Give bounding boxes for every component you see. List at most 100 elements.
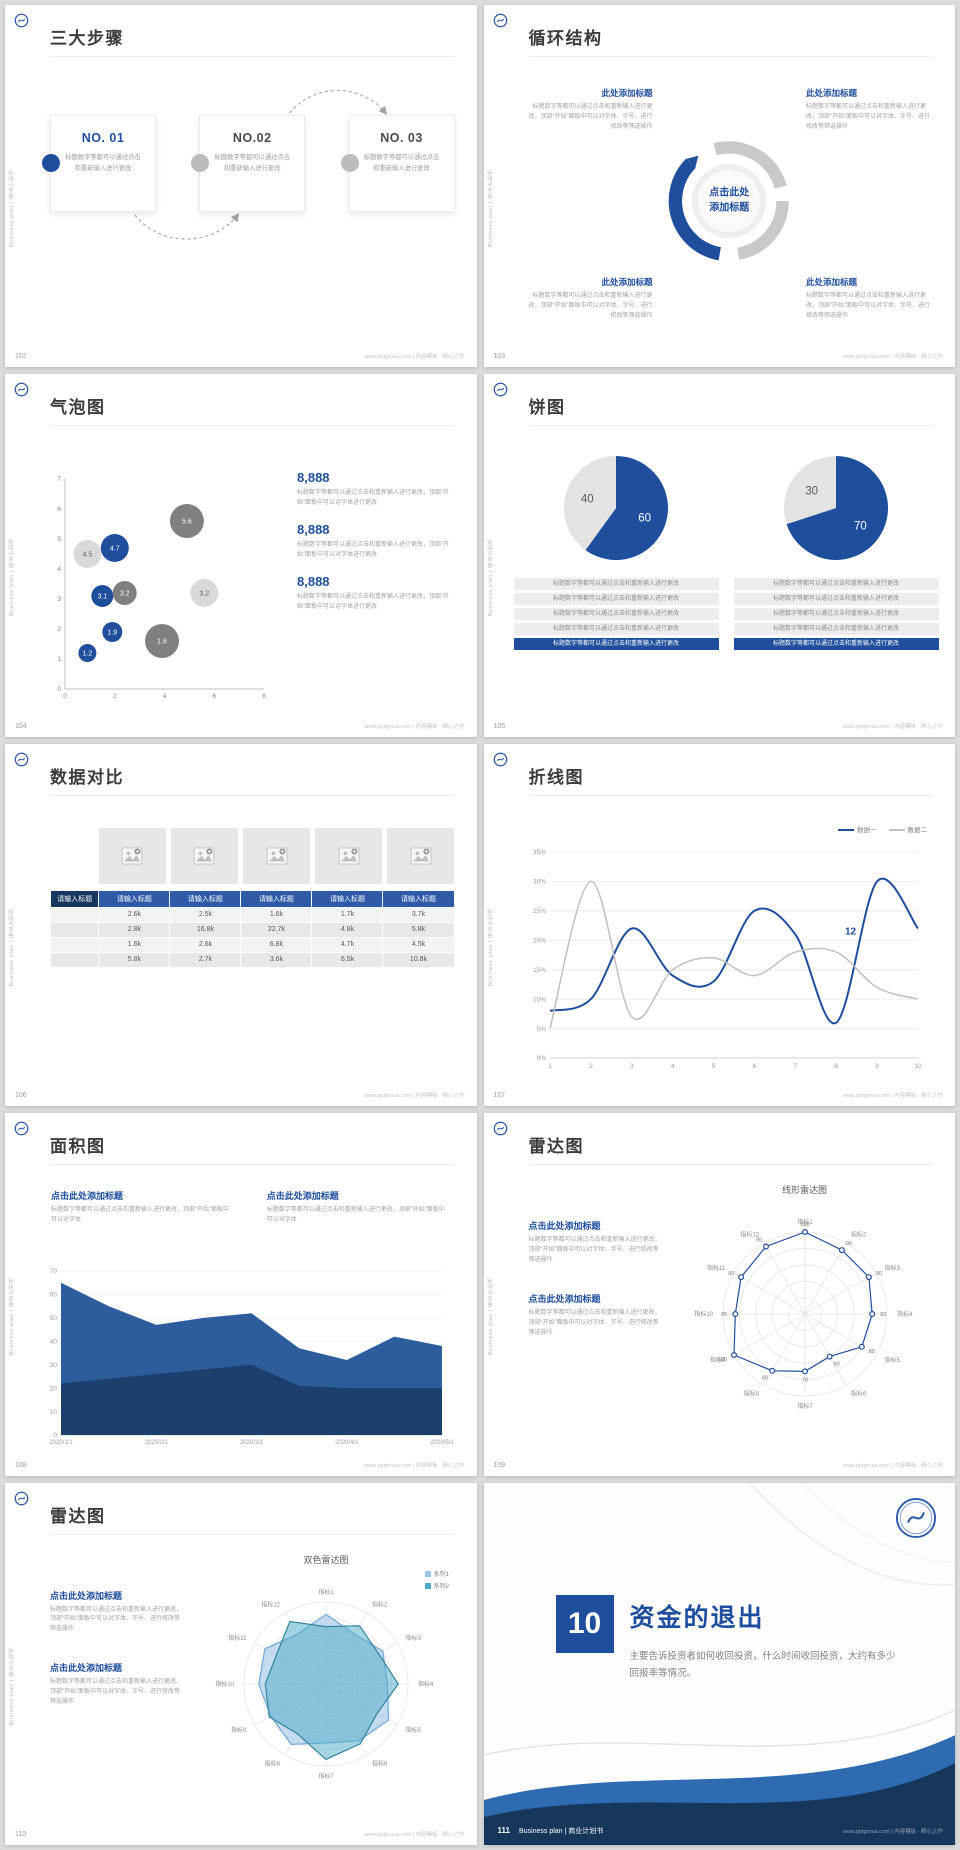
svg-text:3.2: 3.2: [199, 591, 209, 598]
block-heading: 点击此处添加标题: [528, 1221, 601, 1232]
slide-title: 三大步骤: [50, 29, 124, 48]
svg-text:5%: 5%: [536, 1026, 546, 1033]
svg-text:3.1: 3.1: [97, 594, 107, 601]
step-body: 标题数字等都可以通过点击和重新输入进行更改: [214, 154, 291, 173]
page-number: 109: [493, 1461, 506, 1469]
brand-logo-icon: [493, 382, 508, 397]
cycle-ring-icon: [668, 141, 790, 261]
block-heading: 点击此处添加标题: [266, 1191, 339, 1202]
image-placeholder: [242, 827, 311, 884]
page-number: 111: [497, 1825, 510, 1835]
title-divider: [50, 425, 455, 427]
block-body: 标题数字等都可以通过点击和重新输入进行更改，顶部“开始”面板中可以对字体: [51, 1207, 229, 1224]
svg-text:60: 60: [638, 513, 651, 525]
image-plus-icon: [193, 847, 215, 865]
block-body: 标题数字等都可以通过点击和重新输入进行更改，顶部“开始”面板中可以对字体、字号、…: [528, 1237, 661, 1263]
slide-title: 循环结构: [528, 29, 603, 48]
slide-107: Business plan | 商业计划书 折线图 数据一 数据二 0% 5% 10…: [483, 743, 955, 1107]
section-description: 主要告诉投资者如何收回投资，什么时间收回投资，大约有多少回报率等情况。: [629, 1650, 896, 1679]
slide-title: 饼图: [528, 398, 566, 418]
slide-105: Business plan | 商业计划书 饼图 60 40 标题数字等都可以通过…: [483, 374, 955, 737]
table-cell: [49, 906, 100, 923]
svg-text:2: 2: [589, 1063, 593, 1070]
cycle-item: 此处添加标题 标题数字等都可以通过点击和重新输入进行更改，顶部“开始”面板中可以…: [806, 276, 930, 322]
step-body: 标题数字等都可以通过点击和重新输入进行更改: [65, 154, 141, 173]
radar-chart: 指标1 指标2 指标3 指标4 指标5 指标6 指标7 指标8 指标9 指标10 指标11 指标12 1…: [694, 1218, 913, 1410]
footer-site: www.pptgroua.com | 内容模板 · 精心之作: [364, 1831, 465, 1838]
slide-111: 10 资金的退出 主要告诉投资者如何收回投资，什么时间收回投资，大约有多少回报率…: [483, 1482, 955, 1845]
page-number: 105: [493, 722, 506, 730]
svg-text:20%: 20%: [532, 937, 545, 944]
svg-text:5.6: 5.6: [182, 519, 192, 526]
table-row: 2.6k 2.5k 1.6k 1.7k 3.7k: [49, 906, 455, 923]
svg-text:指标10: 指标10: [694, 1310, 713, 1318]
caption-row: 标题数字等都可以通过点击和重新输入进行更改: [513, 623, 719, 636]
svg-text:100: 100: [717, 1357, 726, 1363]
table-cell: 3.6k: [240, 951, 313, 968]
svg-text:90: 90: [728, 1271, 734, 1277]
chart-legend: 数据一 数据二: [838, 824, 927, 834]
brand-logo-icon: [493, 13, 508, 28]
table-corner-header: 请输入标题: [49, 889, 100, 908]
svg-text:指标5: 指标5: [406, 1726, 422, 1734]
stat-value: 8,888: [297, 522, 330, 538]
title-divider: [50, 56, 455, 57]
title-divider: [528, 1164, 933, 1166]
footer-site: www.pptgroua.com | 内容模板 · 精心之作: [364, 354, 465, 361]
svg-text:指标3: 指标3: [406, 1634, 422, 1642]
svg-text:10: 10: [914, 1063, 922, 1070]
image-plus-icon: [266, 847, 287, 865]
table-header: 请输入标题: [169, 889, 242, 908]
area-chart: 0 10 20 30 40 50 60 70 2020/1/1 2020/2/1 2020/3/1 2…: [49, 1268, 454, 1446]
slide-110: Business plan | 商业计划书 雷达图 点击此处添加标题 标题数字等…: [5, 1482, 477, 1845]
bottom-wave-decoration: [483, 1709, 955, 1845]
page-number: 110: [15, 1830, 27, 1838]
svg-text:1: 1: [57, 657, 61, 664]
text-block: 点击此处添加标题 标题数字等都可以通过点击和重新输入进行更改，顶部“开始”面板中…: [50, 1589, 184, 1636]
side-watermark: Business plan | 商业计划书: [9, 168, 15, 248]
item-heading: 此处添加标题: [806, 88, 858, 98]
side-watermark: Business plan | 商业计划书: [487, 537, 494, 617]
slide-106: Business plan | 商业计划书 数据对比 请输入标题 请输入标题 请…: [5, 743, 477, 1107]
cycle-item: 此处添加标题 标题数字等都可以通过点击和重新输入进行更改，顶部“开始”面板中可以…: [806, 87, 930, 133]
data-table: 请输入标题 请输入标题 请输入标题 请输入标题 请输入标题 请输入标题 2.6k…: [49, 889, 455, 968]
table-cell: 2.5k: [169, 906, 242, 923]
item-heading: 此处添加标题: [601, 276, 653, 287]
step-bullet-icon: [42, 154, 60, 172]
svg-text:80: 80: [868, 1349, 874, 1355]
section-number: 10: [555, 1594, 614, 1653]
stats-column: 8,888 标题数字等都可以通过点击和重新输入进行更改，顶部“开始”面板中可以对…: [297, 470, 453, 625]
table-cell: 1.6k: [240, 906, 313, 923]
svg-text:3: 3: [57, 597, 61, 604]
legend-item: 数据一: [838, 824, 877, 834]
table-header: 请输入标题: [98, 889, 171, 908]
svg-text:指标8: 指标8: [743, 1390, 759, 1398]
item-heading: 此处添加标题: [806, 276, 858, 287]
svg-text:指标7: 指标7: [797, 1402, 813, 1410]
caption-rows: 标题数字等都可以通过点击和重新输入进行更改 标题数字等都可以通过点击和重新输入进…: [513, 578, 719, 651]
text-block: 点击此处添加标题 标题数字等都可以通过点击和重新输入进行更改，顶部“开始”面板中…: [529, 1292, 663, 1339]
svg-text:2020/2/1: 2020/2/1: [145, 1440, 169, 1446]
svg-text:30: 30: [805, 486, 818, 498]
page-number: 104: [15, 722, 27, 730]
svg-text:50: 50: [50, 1315, 58, 1322]
block-body: 标题数字等都可以通过点击和重新输入进行更改，顶部“开始”面板中可以对字体、字号、…: [50, 1606, 183, 1633]
title-divider: [528, 794, 933, 796]
step-bullet-icon: [191, 154, 210, 172]
footer-site: www.pptgroua.com | 内容模板 · 精心之作: [364, 1462, 465, 1469]
block-body: 标题数字等都可以通过点击和重新输入进行更改，顶部“开始”面板中可以对字体: [266, 1207, 445, 1224]
radar-panel: 双色雷达图 指标1 指标2 指标3 指标4 指标5 指标6 指标7 指标8 指标9 指标10 指标1…: [201, 1553, 451, 1806]
brand-logo-icon: [493, 752, 508, 767]
caption-row: 标题数字等都可以通过点击和重新输入进行更改: [733, 623, 939, 636]
legend-label: 系列2: [433, 1583, 449, 1590]
svg-text:指标1: 指标1: [797, 1218, 813, 1226]
slide-103: Business plan | 商业计划书 循环结构 此处添加标题 标题数字等都…: [483, 5, 955, 368]
step-bullet-icon: [340, 154, 359, 172]
brand-logo-icon: [493, 1121, 508, 1136]
svg-text:指标11: 指标11: [707, 1264, 726, 1272]
svg-text:指标2: 指标2: [851, 1231, 867, 1239]
series-line-swatch: [838, 829, 854, 832]
title-divider: [50, 1164, 455, 1166]
table-cell: [49, 951, 100, 968]
